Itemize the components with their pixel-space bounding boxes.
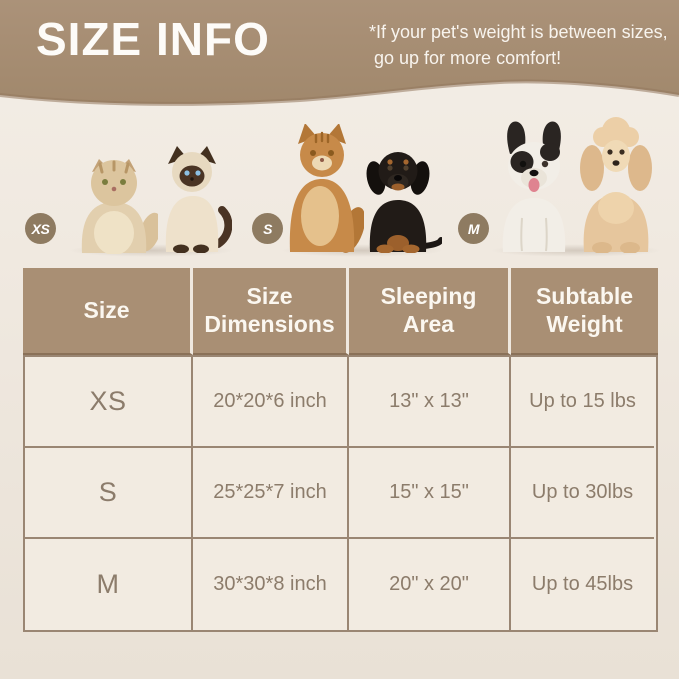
pet-group-s <box>278 116 446 258</box>
persian-cat-image <box>81 159 158 254</box>
table-row-xs-weight: Up to 15 lbs <box>511 357 654 448</box>
siamese-cat-image <box>165 146 232 253</box>
table-row-s-size: S <box>25 448 193 539</box>
dachshund-dog-image <box>366 152 442 253</box>
pet-group-m <box>488 116 664 258</box>
table-row-s-dimensions: 25*25*7 inch <box>193 448 349 539</box>
size-table-header-row: Size Size Dimensions Sleeping Area Subta… <box>23 268 658 355</box>
table-row-m-size: M <box>25 539 193 630</box>
table-row-m-weight: Up to 45lbs <box>511 539 654 630</box>
table-row-m-dimensions: 30*30*8 inch <box>193 539 349 630</box>
size-table: Size Size Dimensions Sleeping Area Subta… <box>23 268 658 632</box>
table-row-xs-sleeping-area: 13" x 13" <box>349 357 511 448</box>
poodle-dog-image <box>580 117 652 253</box>
table-row-s-weight: Up to 30lbs <box>511 448 654 539</box>
maine-coon-cat-image <box>289 124 364 253</box>
header-note-line2: go up for more comfort! <box>374 48 562 69</box>
header-cell-weight: Subtable Weight <box>511 268 658 355</box>
header-cell-dimensions: Size Dimensions <box>193 268 349 355</box>
size-table-body: XS 20*20*6 inch 13" x 13" Up to 15 lbs S… <box>23 355 658 632</box>
size-badge-xs: XS <box>25 213 56 244</box>
page-title: SIZE INFO <box>36 13 270 65</box>
size-badge-m: M <box>458 213 489 244</box>
header-wave-background <box>0 0 679 106</box>
header-cell-sleeping-area: Sleeping Area <box>349 268 511 355</box>
size-badge-s: S <box>252 213 283 244</box>
header-note-line1: *If your pet's weight is between sizes, <box>369 22 668 42</box>
header-cell-size: Size <box>23 268 193 355</box>
table-row-xs-size: XS <box>25 357 193 448</box>
table-row-m-sleeping-area: 20" x 20" <box>349 539 511 630</box>
pet-group-xs <box>66 146 236 258</box>
header-note: *If your pet's weight is between sizes, … <box>369 19 668 71</box>
table-row-xs-dimensions: 20*20*6 inch <box>193 357 349 448</box>
table-row-s-sleeping-area: 15" x 15" <box>349 448 511 539</box>
french-bulldog-dog-image <box>502 121 566 252</box>
